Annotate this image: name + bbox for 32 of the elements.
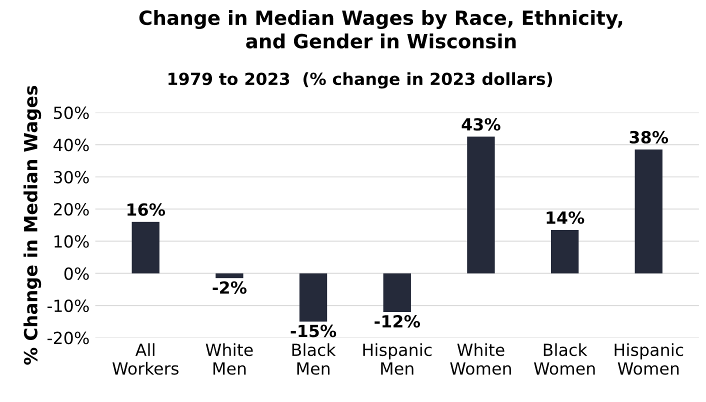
y-tick-label: 40%: [54, 138, 89, 152]
data-label: -12%: [374, 315, 420, 328]
bar: [467, 136, 495, 274]
data-label: 16%: [128, 203, 166, 216]
bar: [550, 230, 579, 274]
x-tick-label: Hispanic Men: [363, 343, 432, 375]
y-tick-label: 10%: [54, 235, 89, 248]
data-label: -2%: [212, 281, 247, 294]
y-tick-label: 20%: [54, 203, 89, 216]
bar: [383, 273, 411, 312]
x-tick-label: Black Women: [534, 343, 595, 375]
y-tick-label: 50%: [54, 106, 89, 120]
y-tick-label: -10%: [48, 299, 89, 312]
bar: [132, 222, 160, 274]
y-tick-label: 30%: [54, 170, 89, 184]
x-tick-label: Black Men: [292, 343, 336, 375]
data-label: 43%: [462, 118, 500, 131]
bar: [299, 273, 328, 322]
bar: [216, 273, 244, 278]
x-tick-label: White Women: [450, 343, 511, 375]
data-label: -15%: [290, 324, 336, 338]
chart-title: Change in Median Wages by Race, Ethnicity, and Gender in Wisconsin: [139, 10, 622, 49]
x-tick-label: Hispanic Women: [614, 343, 684, 375]
bar: [634, 150, 662, 274]
data-label: 38%: [630, 130, 668, 144]
data-label: 14%: [546, 211, 584, 224]
x-tick-label: White Men: [206, 343, 253, 375]
y-tick-label: -20%: [48, 332, 89, 344]
y-axis-title: % Change in Median Wages: [24, 86, 42, 365]
y-tick-label: 0%: [64, 267, 89, 280]
x-tick-label: All Workers: [112, 343, 178, 375]
chart-subtitle: 1979 to 2023 (% change in 2023 dollars): [168, 72, 552, 89]
